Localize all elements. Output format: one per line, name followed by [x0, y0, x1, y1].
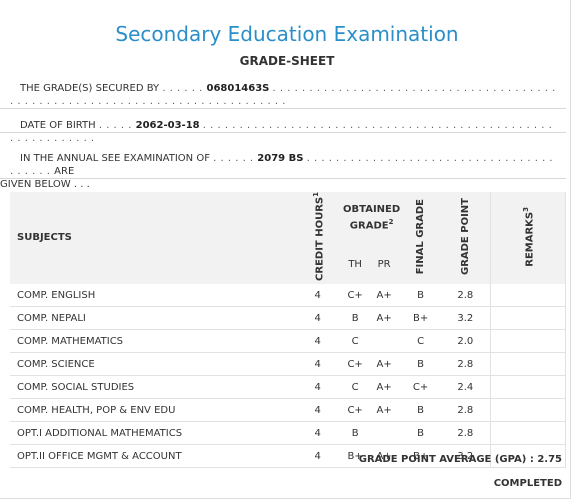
grades-table-wrap: SUBJECTS CREDIT HOURS1 OBTAINED GRADE2 F…	[10, 192, 566, 468]
pr-grade-cell: A+	[376, 312, 392, 324]
grade-point-cell: 2.8	[457, 289, 474, 301]
remarks-cell	[490, 375, 566, 399]
subject-cell: COMP. MATHEMATICS	[17, 335, 124, 347]
grade-point-cell: 2.0	[457, 335, 474, 347]
header-subjects: SUBJECTS	[17, 232, 72, 244]
table-row: COMP. SOCIAL STUDIES 4 C A+ C+ 2.4	[10, 375, 566, 399]
th-grade-cell: C+	[347, 404, 363, 416]
pr-grade-cell: A+	[376, 450, 392, 462]
th-grade-cell: B	[351, 427, 359, 439]
th-grade-cell: C+	[347, 289, 363, 301]
remarks-cell	[490, 352, 566, 376]
header-pr: PR	[377, 258, 391, 270]
subject-cell: COMP. SCIENCE	[17, 358, 95, 370]
subject-cell: COMP. NEPALI	[17, 312, 86, 324]
gpa-label: GRADE POINT AVERAGE (GPA) :	[358, 454, 534, 465]
table-row: COMP. SCIENCE 4 C+ A+ B 2.8	[10, 352, 566, 376]
grade-point-cell: 2.8	[457, 427, 474, 439]
pr-grade-cell	[368, 422, 401, 445]
exam-year: 2079 BS	[257, 153, 304, 164]
gpa-value: 2.75	[537, 454, 562, 465]
pr-grade-cell: A+	[376, 404, 392, 416]
credit-cell: 4	[314, 427, 321, 439]
final-grade-cell: B+	[412, 312, 429, 324]
final-grade-cell: B	[417, 404, 425, 416]
subject-cell: OPT.II OFFICE MGMT & ACCOUNT	[17, 450, 182, 462]
pr-grade-cell	[368, 330, 401, 353]
remarks-cell	[490, 306, 566, 330]
remarks-cell	[490, 283, 566, 307]
table-row: OPT.I ADDITIONAL MATHEMATICS 4 B B 2.8	[10, 421, 566, 445]
exam-line: IN THE ANNUAL SEE EXAMINATION OF . . . .…	[0, 152, 566, 190]
final-grade-cell: B	[417, 358, 425, 370]
final-grade-cell: B+	[412, 450, 429, 462]
final-grade-cell: C	[417, 335, 425, 347]
remarks-cell	[490, 329, 566, 353]
gpa-line: GRADE POINT AVERAGE (GPA) : 2.75	[0, 454, 562, 465]
grade-point-cell: 2.8	[457, 404, 474, 416]
header-remarks: REMARKS3	[490, 192, 566, 284]
dob-label: DATE OF BIRTH	[20, 120, 96, 131]
credit-cell: 4	[314, 450, 321, 462]
header-th: TH	[348, 258, 362, 270]
pr-grade-cell: A+	[376, 381, 392, 393]
final-grade-cell: B	[417, 427, 425, 439]
table-row: COMP. NEPALI 4 B A+ B+ 3.2	[10, 306, 566, 330]
credit-cell: 4	[314, 404, 321, 416]
grades-secured-line: THE GRADE(S) SECURED BY . . . . . . 0680…	[0, 82, 566, 109]
header-final-grade: FINAL GRADE	[415, 198, 427, 275]
pr-grade-cell: A+	[376, 358, 392, 370]
table-row: COMP. MATHEMATICS 4 C C 2.0	[10, 329, 566, 353]
grade-point-cell: 3.2	[457, 312, 474, 324]
result-status: COMPLETED	[493, 478, 562, 489]
grade-point-cell: 3.2	[457, 450, 474, 462]
grades-secured-label: THE GRADE(S) SECURED BY	[20, 83, 160, 94]
table-row: OPT.II OFFICE MGMT & ACCOUNT 4 B+ A+ B+ 3.2	[10, 444, 566, 468]
dob-value: 2062-03-18	[135, 120, 200, 131]
remarks-cell	[490, 444, 566, 468]
exam-label: IN THE ANNUAL SEE EXAMINATION OF	[20, 153, 210, 164]
credit-cell: 4	[314, 381, 321, 393]
pr-grade-cell: A+	[376, 289, 392, 301]
grade-point-cell: 2.8	[457, 358, 474, 370]
remarks-cell	[490, 421, 566, 445]
th-grade-cell: B	[351, 312, 359, 324]
table-body: COMP. ENGLISH 4 C+ A+ B 2.8 COMP. NEPALI 4 B A+ B+…	[10, 283, 566, 468]
subject-cell: OPT.I ADDITIONAL MATHEMATICS	[17, 427, 183, 439]
grade-point-cell: 2.4	[457, 381, 474, 393]
symbol-number: 06801463S	[206, 83, 270, 94]
table-row: COMP. ENGLISH 4 C+ A+ B 2.8	[10, 283, 566, 307]
table-header-row: SUBJECTS CREDIT HOURS1 OBTAINED GRADE2 F…	[10, 192, 566, 284]
credit-cell: 4	[314, 312, 321, 324]
page-title: Secondary Education Examination	[115, 22, 459, 46]
th-grade-cell: C	[351, 381, 359, 393]
page-subtitle: GRADE-SHEET	[239, 54, 335, 68]
th-grade-cell: B+	[347, 450, 363, 462]
header-obtained-grade: OBTAINED GRADE2	[343, 203, 401, 232]
subject-cell: COMP. ENGLISH	[17, 289, 96, 301]
final-grade-cell: B	[417, 289, 425, 301]
grades-table: SUBJECTS CREDIT HOURS1 OBTAINED GRADE2 F…	[10, 192, 566, 468]
header-grade-point: GRADE POINT	[459, 197, 471, 275]
subject-cell: COMP. HEALTH, POP & ENV EDU	[17, 404, 176, 416]
credit-cell: 4	[314, 289, 321, 301]
remarks-cell	[490, 398, 566, 422]
credit-cell: 4	[314, 335, 321, 347]
final-grade-cell: C+	[412, 381, 429, 393]
header-credit-hours: CREDIT HOURS1	[311, 192, 325, 281]
dob-line: DATE OF BIRTH . . . . . 2062-03-18 . . .…	[0, 119, 566, 144]
exam-suffix: ARE	[54, 166, 75, 177]
given-below: GIVEN BELOW . . .	[0, 179, 90, 190]
th-grade-cell: C	[351, 335, 359, 347]
table-row: COMP. HEALTH, POP & ENV EDU 4 C+ A+ B 2.8	[10, 398, 566, 422]
credit-cell: 4	[314, 358, 321, 370]
th-grade-cell: C+	[347, 358, 363, 370]
subject-cell: COMP. SOCIAL STUDIES	[17, 381, 135, 393]
